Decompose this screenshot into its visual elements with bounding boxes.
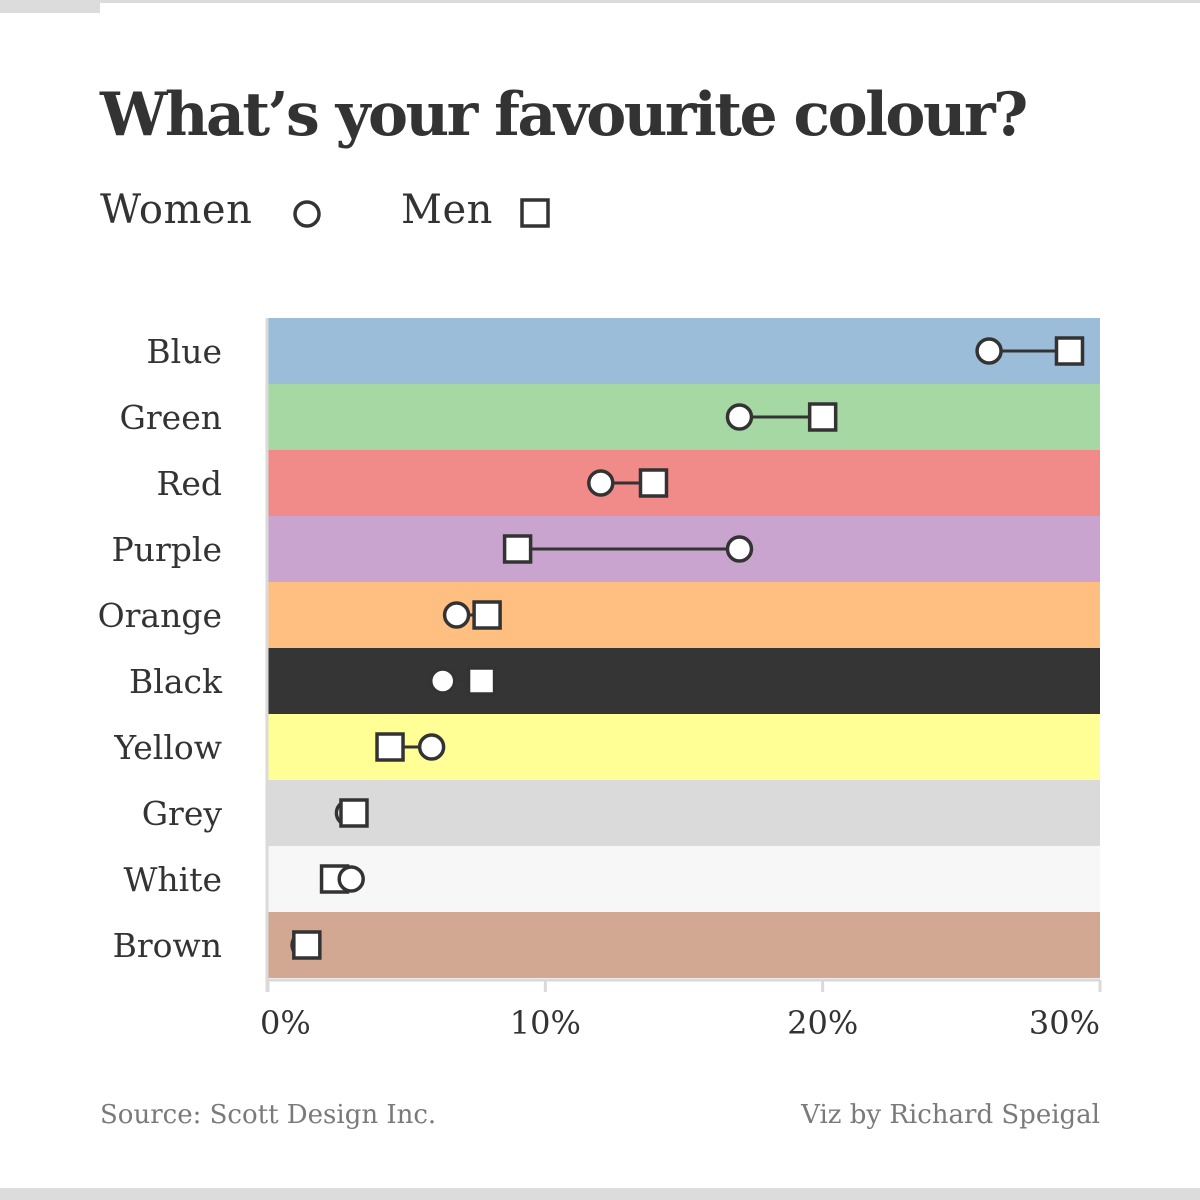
credit-note: Viz by Richard Speigal [801,1100,1100,1130]
men-marker-green [807,402,838,432]
band-white [268,846,1100,912]
category-label-orange: Orange [98,596,222,635]
women-marker-white [337,865,365,893]
x-tick-label-2: 20% [787,1004,858,1042]
frame-top-line [0,0,1200,3]
legend-women-label: Women [100,187,253,233]
source-note: Source: Scott Design Inc. [100,1100,437,1130]
men-marker-black [466,666,497,696]
men-marker-grey [339,798,369,828]
x-tick-label-0: 0% [260,1004,311,1042]
women-marker-red [587,469,615,497]
band-red [268,450,1100,516]
women-marker-purple [725,535,754,563]
category-label-white: White [123,860,222,899]
band-brown [268,912,1100,978]
circle-marker-icon [293,200,321,228]
category-label-purple: Purple [112,530,222,569]
band-green [268,384,1100,450]
frame-top-tab [0,0,100,13]
category-label-yellow: Yellow [113,728,222,767]
men-marker-purple [502,534,533,564]
women-marker-black [428,667,457,695]
legend-men-label: Men [401,187,493,233]
men-marker-blue [1054,336,1085,366]
category-label-green: Green [120,398,222,437]
x-tick-label-3: 30% [1029,1004,1100,1042]
men-marker-orange [472,600,502,630]
men-marker-yellow [375,732,405,762]
square-marker-icon [520,198,550,228]
women-marker-yellow [417,733,446,761]
category-label-brown: Brown [113,926,222,965]
women-marker-green [725,403,754,431]
men-marker-red [638,468,669,498]
category-label-red: Red [156,464,222,503]
band-grey [268,780,1100,846]
women-marker-orange [442,601,471,629]
band-black [268,648,1100,714]
band-orange [268,582,1100,648]
frame-bottom [0,1188,1200,1200]
men-marker-brown [292,930,322,960]
x-tick-label-1: 10% [510,1004,581,1042]
women-marker-blue [975,337,1003,365]
category-label-black: Black [129,662,223,701]
category-label-grey: Grey [142,794,223,833]
category-label-blue: Blue [146,332,222,371]
band-blue [268,318,1100,384]
chart-title: What’s your favourite colour? [100,80,1028,150]
